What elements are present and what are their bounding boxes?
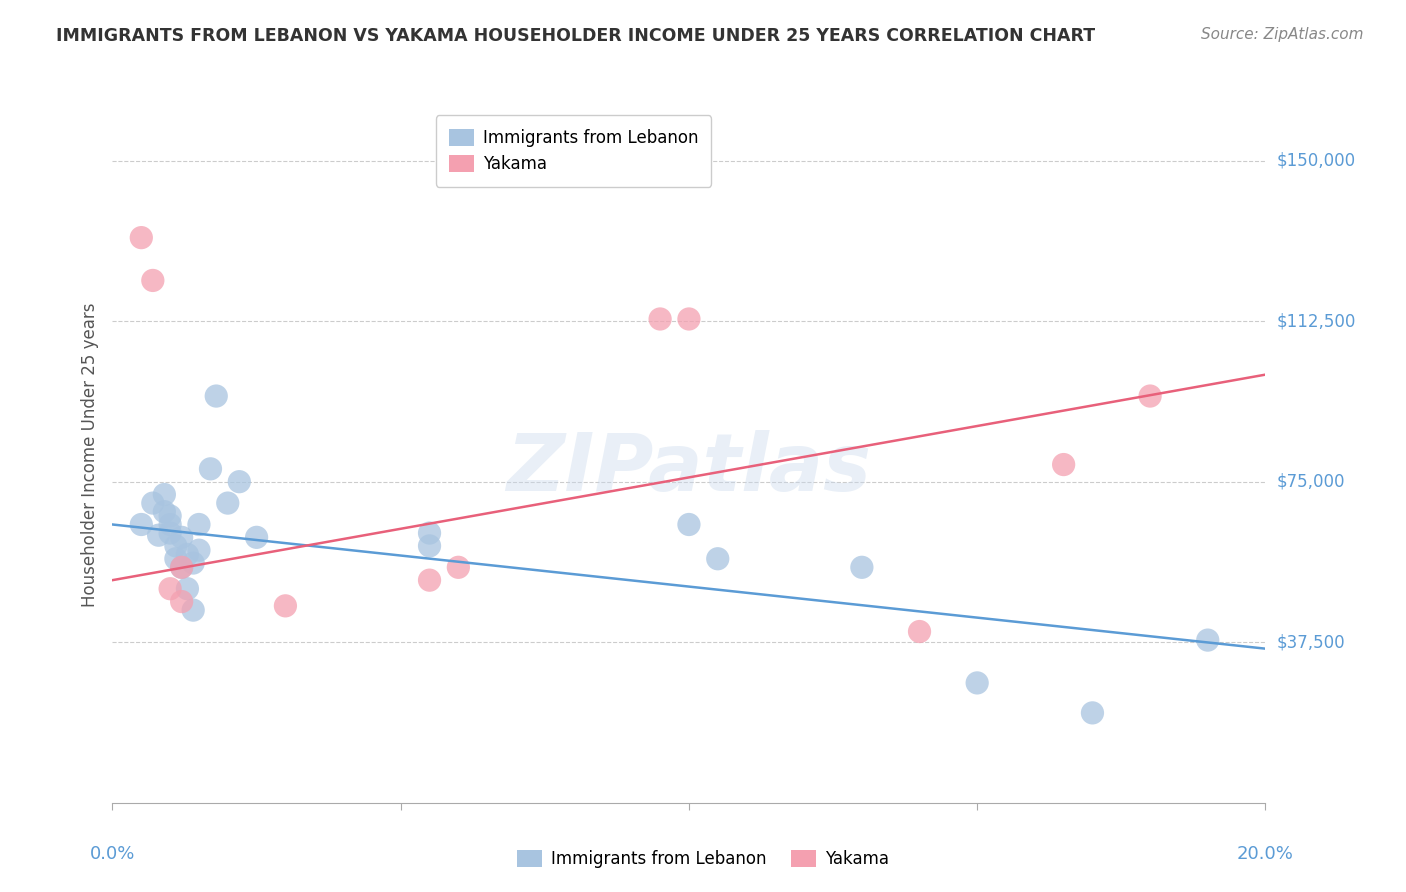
Point	[170, 560, 193, 574]
Point	[245, 530, 267, 544]
Point	[165, 539, 187, 553]
Text: 20.0%: 20.0%	[1237, 845, 1294, 863]
Text: $150,000: $150,000	[1277, 152, 1355, 169]
Text: 0.0%: 0.0%	[90, 845, 135, 863]
Text: $37,500: $37,500	[1277, 633, 1346, 651]
Point	[165, 551, 187, 566]
Point	[678, 312, 700, 326]
Point	[447, 560, 470, 574]
Point	[419, 539, 441, 553]
Point	[148, 528, 170, 542]
Point	[159, 526, 181, 541]
Point	[188, 543, 211, 558]
Point	[153, 487, 176, 501]
Point	[1052, 458, 1074, 472]
Point	[419, 526, 441, 541]
Point	[851, 560, 873, 574]
Point	[170, 530, 193, 544]
Point	[1081, 706, 1104, 720]
Point	[159, 582, 181, 596]
Point	[181, 603, 204, 617]
Point	[176, 582, 198, 596]
Legend: Immigrants from Lebanon, Yakama: Immigrants from Lebanon, Yakama	[510, 843, 896, 875]
Point	[1197, 633, 1219, 648]
Point	[678, 517, 700, 532]
Point	[129, 517, 153, 532]
Text: IMMIGRANTS FROM LEBANON VS YAKAMA HOUSEHOLDER INCOME UNDER 25 YEARS CORRELATION : IMMIGRANTS FROM LEBANON VS YAKAMA HOUSEH…	[56, 27, 1095, 45]
Point	[274, 599, 297, 613]
Point	[706, 551, 728, 566]
Point	[142, 496, 165, 510]
Text: $75,000: $75,000	[1277, 473, 1346, 491]
Point	[153, 505, 176, 519]
Text: ZIPatlas: ZIPatlas	[506, 430, 872, 508]
Point	[129, 230, 153, 244]
Point	[966, 676, 988, 690]
Point	[188, 517, 211, 532]
Point	[419, 573, 441, 587]
Point	[205, 389, 228, 403]
Point	[648, 312, 672, 326]
Text: $112,500: $112,500	[1277, 312, 1355, 330]
Point	[200, 462, 222, 476]
Point	[159, 517, 181, 532]
Point	[228, 475, 250, 489]
Text: R = -0.386   N = 31: R = -0.386 N = 31	[441, 129, 619, 147]
Legend: Immigrants from Lebanon, Yakama: Immigrants from Lebanon, Yakama	[436, 115, 711, 186]
Point	[217, 496, 239, 510]
Y-axis label: Householder Income Under 25 years: Householder Income Under 25 years	[80, 302, 98, 607]
Text: Source: ZipAtlas.com: Source: ZipAtlas.com	[1201, 27, 1364, 42]
Point	[176, 548, 198, 562]
Text: R =  0.314   N = 13: R = 0.314 N = 13	[441, 159, 617, 178]
Point	[908, 624, 931, 639]
Point	[170, 594, 193, 608]
Point	[170, 560, 193, 574]
Point	[142, 273, 165, 287]
Point	[1139, 389, 1161, 403]
Point	[159, 508, 181, 523]
Point	[181, 556, 204, 570]
